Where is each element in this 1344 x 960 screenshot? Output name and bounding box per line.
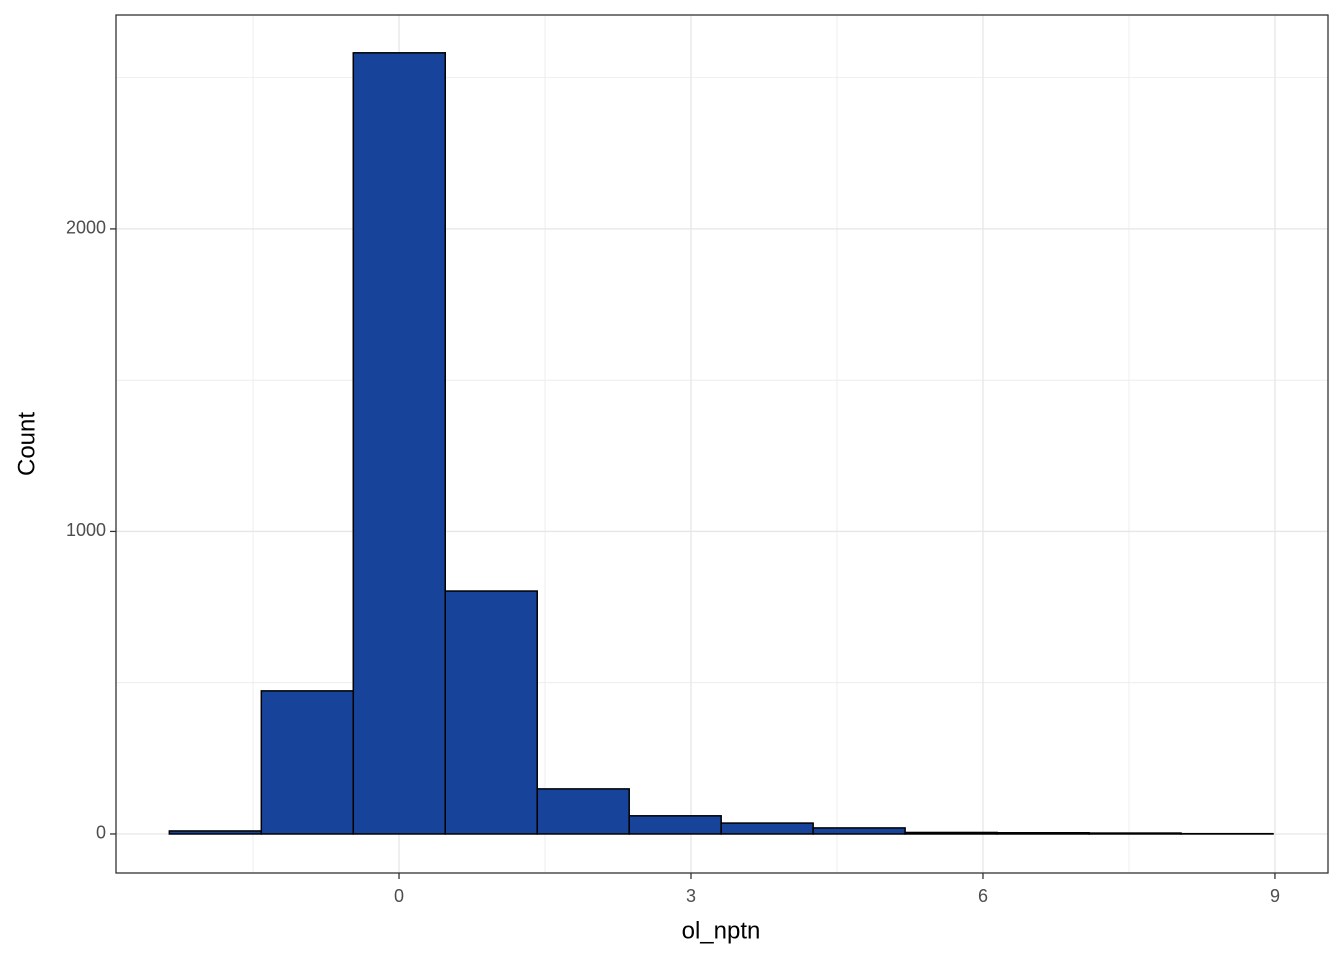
y-tick-label: 2000 bbox=[66, 218, 106, 238]
bar bbox=[812, 827, 906, 835]
bar bbox=[352, 52, 447, 835]
bar bbox=[260, 690, 355, 835]
x-tick-label: 6 bbox=[978, 886, 988, 906]
y-axis-title: Count bbox=[13, 412, 40, 476]
x-tick-label: 9 bbox=[1270, 886, 1280, 906]
x-axis-title: ol_nptn bbox=[682, 917, 761, 944]
bar bbox=[996, 832, 1090, 835]
x-tick-label: 3 bbox=[686, 886, 696, 906]
bar bbox=[168, 830, 263, 835]
bar bbox=[444, 590, 538, 835]
bar bbox=[904, 831, 998, 835]
y-tick-label: 0 bbox=[96, 823, 106, 843]
bar bbox=[720, 822, 814, 835]
x-tick-label: 0 bbox=[394, 886, 404, 906]
bar bbox=[628, 815, 722, 835]
panel-border bbox=[115, 14, 1329, 874]
bar bbox=[1088, 832, 1182, 835]
bar bbox=[536, 788, 630, 835]
y-tick-label: 1000 bbox=[66, 520, 106, 540]
